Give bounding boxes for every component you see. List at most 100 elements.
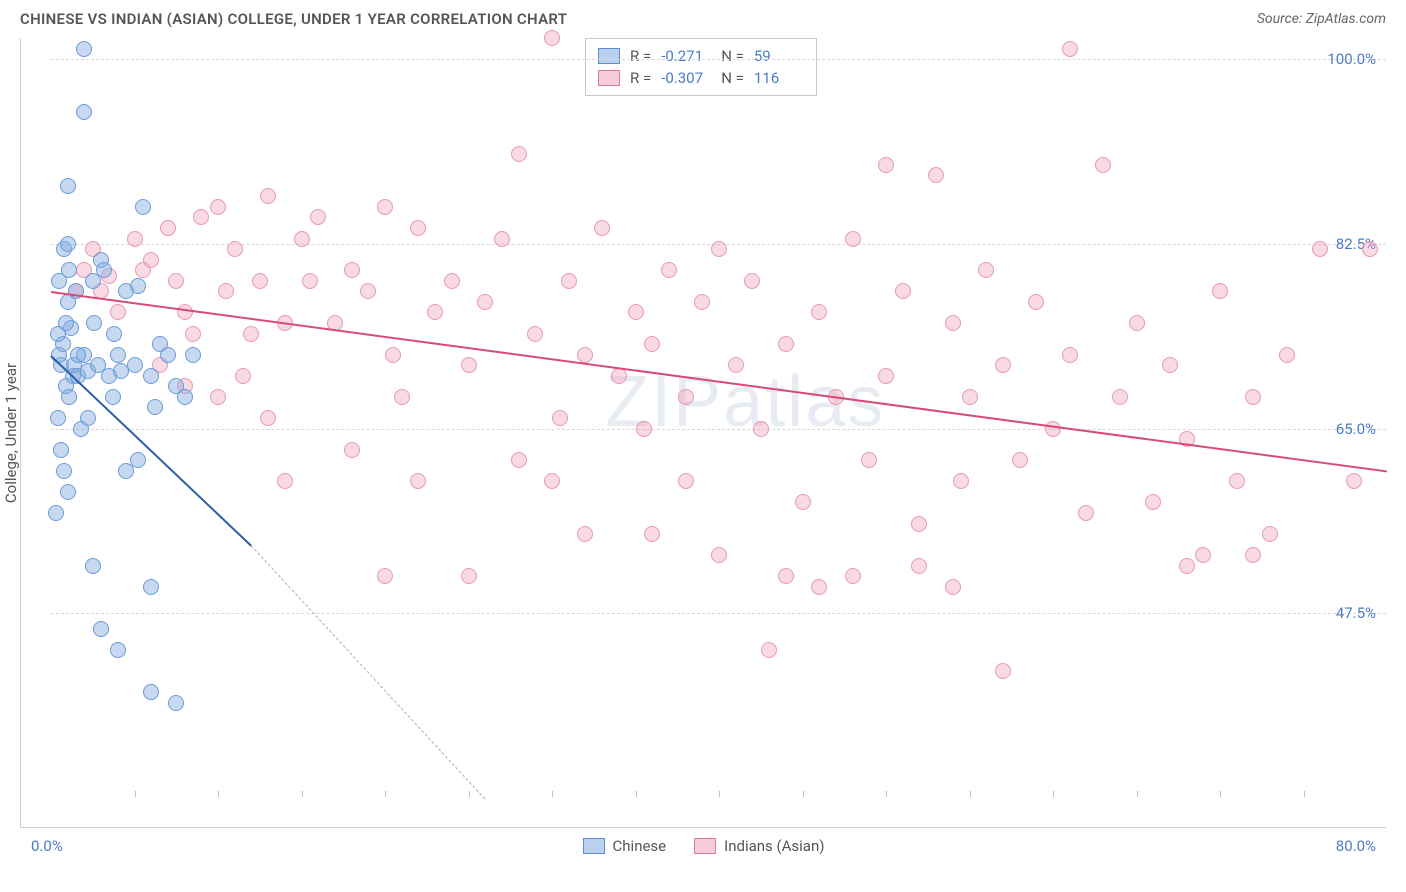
- scatter-point: [728, 357, 744, 373]
- stat-r-label: R =: [630, 47, 651, 65]
- chart-header: CHINESE VS INDIAN (ASIAN) COLLEGE, UNDER…: [0, 0, 1406, 33]
- scatter-point: [143, 684, 159, 700]
- scatter-point: [1028, 294, 1044, 310]
- scatter-point: [911, 558, 927, 574]
- x-tick: [135, 791, 136, 797]
- scatter-point: [302, 273, 318, 289]
- chart-source: Source: ZipAtlas.com: [1257, 11, 1386, 27]
- y-tick-label: 100.0%: [1327, 50, 1376, 68]
- scatter-point: [210, 199, 226, 215]
- scatter-point: [243, 326, 259, 342]
- scatter-point: [50, 410, 66, 426]
- scatter-point: [636, 421, 652, 437]
- scatter-point: [127, 231, 143, 247]
- trend-line-dashed: [251, 545, 486, 799]
- scatter-point: [130, 278, 146, 294]
- chart-container: College, Under 1 year ZIPatlas R =-0.271…: [20, 38, 1386, 828]
- scatter-point: [461, 568, 477, 584]
- scatter-point: [80, 410, 96, 426]
- scatter-point: [177, 304, 193, 320]
- scatter-point: [962, 389, 978, 405]
- scatter-point: [135, 199, 151, 215]
- scatter-point: [410, 473, 426, 489]
- scatter-point: [511, 452, 527, 468]
- x-tick: [302, 791, 303, 797]
- scatter-point: [778, 336, 794, 352]
- scatter-point: [744, 273, 760, 289]
- scatter-point: [461, 357, 477, 373]
- scatter-point: [143, 252, 159, 268]
- scatter-point: [1045, 421, 1061, 437]
- gridline: [51, 429, 1386, 430]
- scatter-point: [544, 30, 560, 46]
- scatter-point: [385, 347, 401, 363]
- scatter-point: [143, 368, 159, 384]
- scatter-point: [911, 516, 927, 532]
- scatter-point: [1012, 452, 1028, 468]
- scatter-point: [661, 262, 677, 278]
- scatter-point: [143, 579, 159, 595]
- scatter-point: [795, 494, 811, 510]
- scatter-point: [477, 294, 493, 310]
- legend-item: Indians (Asian): [694, 837, 824, 855]
- scatter-point: [778, 568, 794, 584]
- y-tick-label: 47.5%: [1336, 604, 1376, 622]
- scatter-point: [1129, 315, 1145, 331]
- scatter-point: [978, 262, 994, 278]
- scatter-point: [1362, 241, 1378, 257]
- scatter-point: [344, 442, 360, 458]
- stat-n-label: N =: [721, 69, 744, 87]
- scatter-point: [218, 283, 234, 299]
- scatter-point: [210, 389, 226, 405]
- scatter-point: [235, 368, 251, 384]
- scatter-point: [1195, 547, 1211, 563]
- trend-line: [51, 291, 1387, 472]
- stat-r-value: -0.307: [661, 69, 711, 87]
- scatter-point: [130, 452, 146, 468]
- x-tick: [1220, 791, 1221, 797]
- scatter-point: [1062, 347, 1078, 363]
- scatter-point: [61, 389, 77, 405]
- scatter-point: [110, 642, 126, 658]
- scatter-point: [711, 241, 727, 257]
- scatter-point: [168, 273, 184, 289]
- scatter-point: [160, 347, 176, 363]
- y-axis-title: College, Under 1 year: [2, 362, 20, 502]
- scatter-point: [86, 315, 102, 331]
- x-tick: [886, 791, 887, 797]
- scatter-point: [110, 347, 126, 363]
- scatter-point: [344, 262, 360, 278]
- scatter-point: [410, 220, 426, 236]
- scatter-point: [811, 304, 827, 320]
- scatter-point: [1279, 347, 1295, 363]
- scatter-point: [260, 188, 276, 204]
- x-tick: [636, 791, 637, 797]
- scatter-point: [845, 568, 861, 584]
- scatter-point: [185, 347, 201, 363]
- scatter-point: [377, 568, 393, 584]
- scatter-point: [1062, 41, 1078, 57]
- scatter-point: [753, 421, 769, 437]
- scatter-point: [127, 357, 143, 373]
- legend-swatch: [583, 838, 605, 854]
- scatter-point: [811, 579, 827, 595]
- x-tick: [1137, 791, 1138, 797]
- stat-n-label: N =: [721, 47, 744, 65]
- scatter-point: [1112, 389, 1128, 405]
- chart-title: CHINESE VS INDIAN (ASIAN) COLLEGE, UNDER…: [20, 10, 567, 28]
- scatter-point: [105, 389, 121, 405]
- scatter-point: [61, 262, 77, 278]
- scatter-point: [995, 357, 1011, 373]
- x-tick: [803, 791, 804, 797]
- scatter-point: [861, 452, 877, 468]
- scatter-point: [1346, 473, 1362, 489]
- scatter-point: [76, 41, 92, 57]
- stat-n-value: 116: [754, 69, 804, 87]
- scatter-point: [694, 294, 710, 310]
- x-tick: [218, 791, 219, 797]
- scatter-point: [527, 326, 543, 342]
- scatter-point: [945, 579, 961, 595]
- scatter-point: [895, 283, 911, 299]
- legend-item: Chinese: [583, 837, 667, 855]
- scatter-point: [577, 526, 593, 542]
